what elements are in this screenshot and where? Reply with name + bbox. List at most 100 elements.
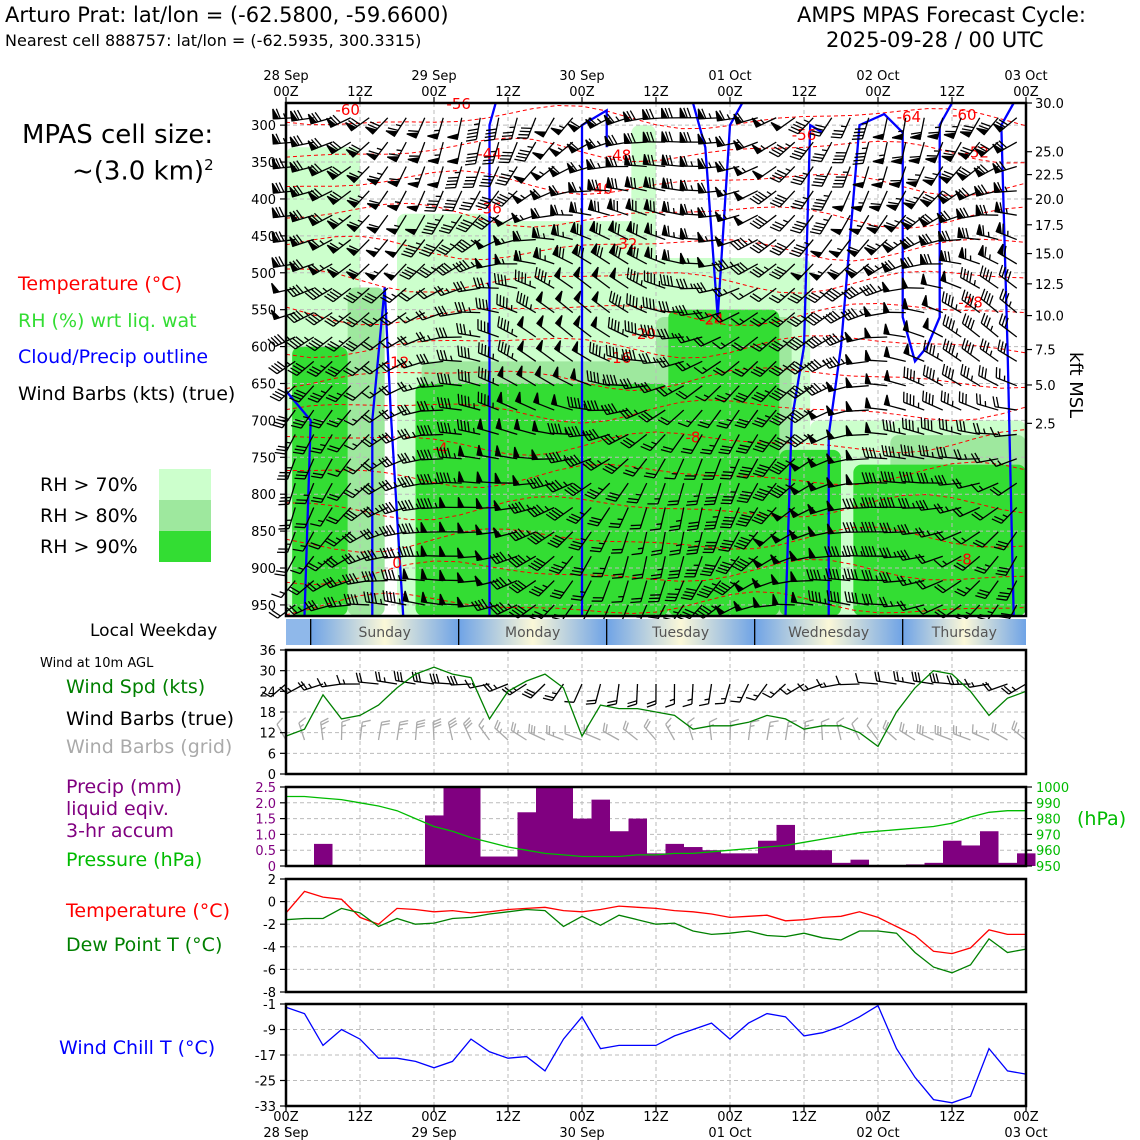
wind-barb-492 [692, 336, 722, 347]
wind-barb-39 [290, 555, 315, 575]
wind-10m-barb-19 [627, 683, 639, 708]
wind-barb-547 [751, 141, 777, 155]
top-axis-time-4: 00Z [569, 85, 595, 100]
wind-grid-barb-20 [643, 718, 657, 741]
wind-10m-barb-21 [665, 683, 676, 708]
wind-barb-299 [531, 227, 555, 241]
wind-barb-521 [718, 531, 740, 552]
wind-barb-341 [569, 222, 592, 241]
pressure-ylabel-2: 980 [1036, 813, 1061, 828]
wind-barb-214 [455, 214, 481, 233]
kft-label-0: 30.0 [1035, 97, 1064, 112]
rh70-swatch [159, 469, 211, 500]
wind-barb-320 [550, 224, 573, 241]
bottom-axis-time-8: 00Z [865, 1110, 891, 1125]
wind-barb-369 [583, 400, 610, 412]
wind-10m-barb-4 [336, 674, 361, 685]
bottom-axis-time-9: 12Z [939, 1110, 965, 1125]
wind-barb-485 [697, 158, 721, 170]
wind-barb-95 [343, 385, 370, 401]
wind-barb-167 [402, 590, 425, 606]
wind-barb-136 [378, 360, 407, 373]
wind-barb-526 [733, 138, 758, 151]
top-axis-date-6: 01 Oct [708, 69, 751, 84]
wind-barb-112 [361, 287, 389, 304]
wind-barb-60 [306, 555, 333, 572]
wind-barb-83 [323, 596, 351, 608]
wind-barb-80 [324, 531, 352, 547]
pressure-label-2: 400 [251, 193, 276, 208]
wind-barb-592 [790, 214, 814, 234]
wind-barb-542 [733, 531, 759, 550]
wind-barb-319 [550, 204, 573, 216]
wind-barb-292 [508, 580, 537, 594]
wind-barb-387 [607, 316, 629, 338]
pressure-label-5: 550 [251, 304, 276, 319]
wind-barb-471 [674, 332, 703, 344]
wind-barb-302 [535, 291, 555, 314]
temp-ylabel-2: -2 [263, 918, 276, 933]
wind-barb-222 [457, 393, 481, 411]
cell-size-exponent: 2 [204, 156, 214, 174]
wind-barb-535 [732, 360, 759, 377]
wind-barb-364 [591, 266, 611, 289]
kft-label-5: 15.0 [1035, 248, 1064, 263]
wind-grid-barb-11 [478, 718, 491, 741]
wind-grid-barb-29 [820, 718, 830, 741]
wind-barb-470 [675, 304, 703, 316]
wind-barb-380 [605, 156, 629, 168]
forecast-title: AMPS MPAS Forecast Cycle: [797, 3, 1086, 27]
wind-barb-92 [343, 312, 370, 328]
temperature-contour-15 [285, 591, 1027, 616]
temperature-contour-11 [285, 461, 1027, 489]
wind-barb-189 [447, 117, 463, 141]
wind-barb-270 [489, 551, 518, 565]
wind-barb-429 [640, 324, 666, 338]
top-axis-time-9: 12Z [939, 85, 965, 100]
wind-barb-418 [630, 580, 648, 604]
wind-barb-26 [289, 234, 314, 248]
pressure-label-6: 600 [251, 341, 276, 356]
top-axis-time-2: 00Z [421, 85, 447, 100]
wind-barb-475 [680, 434, 703, 455]
wind-barb-71 [324, 312, 352, 327]
wind-barb-153 [399, 263, 426, 280]
pressure-ylabel-5: 950 [1036, 860, 1061, 875]
legend-cloud: Cloud/Precip outline [18, 346, 209, 368]
wind-10m-barb-29 [797, 683, 823, 692]
wind-10m-barb-18 [606, 683, 620, 707]
top-axis-date-0: 28 Sep [263, 69, 308, 84]
wind-barb-426 [643, 246, 666, 265]
wind-barb-315 [550, 117, 574, 136]
temperature-label-19: -8 [957, 550, 972, 568]
wind-barb-384 [608, 243, 629, 265]
kft-label-2: 22.5 [1035, 169, 1064, 184]
wind-barb-88 [346, 214, 370, 233]
wind-barb-313 [528, 580, 555, 597]
wind-barb-404 [625, 221, 648, 241]
wind-barb-567 [770, 117, 796, 132]
wind-barb-238 [472, 277, 499, 289]
wind-barb-166 [402, 568, 425, 582]
wind-barb-224 [457, 445, 481, 460]
wind-barb-100 [342, 506, 370, 522]
wind-barb-148 [407, 141, 426, 164]
wind-barb-333 [548, 555, 574, 574]
wind-barb-173 [418, 239, 444, 257]
wind-barb-383 [607, 220, 629, 241]
wind-barb-436 [649, 507, 666, 531]
wind-barb-208 [439, 569, 462, 582]
wind-barb-144 [379, 547, 407, 559]
wind-barb-540 [736, 482, 759, 504]
wind-barb-572 [769, 239, 796, 256]
wind-barb-111 [364, 263, 389, 281]
bottom-axis-date-0: 28 Sep [263, 1126, 308, 1140]
wind-barb-363 [590, 243, 611, 265]
wind-barb-414 [626, 482, 648, 504]
legend-wind-barbs-true: Wind Barbs (true) [66, 708, 235, 730]
wind-barb-323 [554, 290, 574, 314]
wind-10m-barb-16 [564, 683, 583, 703]
wind-barb-121 [360, 506, 389, 518]
wind-grid-barb-26 [766, 720, 779, 741]
wind-barb-258 [494, 253, 518, 265]
